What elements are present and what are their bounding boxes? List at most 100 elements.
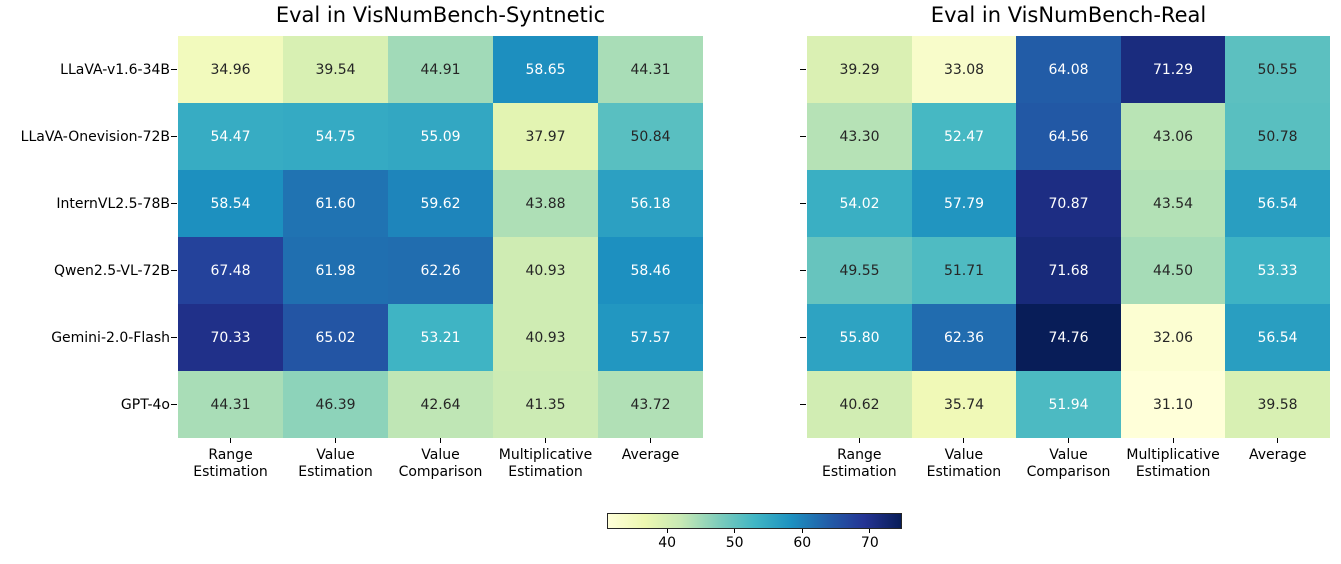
x-tick-mark [544, 438, 547, 443]
colorbar-tick-mark [869, 529, 871, 533]
colorbar-tick-label: 50 [725, 535, 744, 551]
heatmap-cell: 74.76 [1016, 304, 1121, 371]
heatmap-cell: 70.33 [178, 304, 283, 371]
col-label: Multiplicative Estimation [498, 447, 593, 480]
heatmap-cell: 62.36 [912, 304, 1016, 371]
heatmap-cell: 44.31 [178, 371, 283, 438]
heatmap-cell: 50.84 [598, 103, 703, 170]
colorbar-tick-mark [666, 529, 668, 533]
heatmap-cell: 56.54 [1225, 170, 1330, 237]
heatmap-cell: 56.18 [598, 170, 703, 237]
x-tick-mark [439, 438, 442, 443]
heatmap-cell: 57.57 [598, 304, 703, 371]
y-tick-mark [800, 336, 806, 339]
y-tick-mark [171, 202, 177, 205]
col-label: Range Estimation [193, 447, 268, 480]
heatmap-cell: 49.55 [807, 237, 912, 304]
heatmap-cell: 53.21 [388, 304, 493, 371]
y-tick-mark [800, 269, 806, 272]
heatmap-cell: 58.54 [178, 170, 283, 237]
heatmap-cell: 41.35 [493, 371, 598, 438]
colorbar-tick-label: 40 [658, 535, 677, 551]
heatmap-cell: 43.30 [807, 103, 912, 170]
y-tick-mark [800, 135, 806, 138]
heatmap-cell: 52.47 [912, 103, 1016, 170]
heatmap-cell: 44.31 [598, 36, 703, 103]
col-label: Average [621, 447, 680, 463]
heatmap-cell: 50.78 [1225, 103, 1330, 170]
heatmap-cell: 40.93 [493, 304, 598, 371]
y-tick-mark [800, 403, 806, 406]
heatmap-cell: 62.26 [388, 237, 493, 304]
heatmap-cell: 64.08 [1016, 36, 1121, 103]
heatmap-cell: 46.39 [283, 371, 388, 438]
heatmap-cell: 56.54 [1225, 304, 1330, 371]
heatmap-cell: 59.62 [388, 170, 493, 237]
col-label: Value Estimation [926, 447, 1002, 480]
row-label: Gemini-2.0-Flash [51, 329, 170, 346]
heatmap-cell: 43.88 [493, 170, 598, 237]
y-tick-mark [800, 68, 806, 71]
heatmap-cell: 42.64 [388, 371, 493, 438]
heatmap-cell: 70.87 [1016, 170, 1121, 237]
heatmap-cell: 44.50 [1121, 237, 1225, 304]
y-tick-mark [171, 403, 177, 406]
y-tick-mark [171, 336, 177, 339]
panel-title-synthetic: Eval in VisNumBench-Syntnetic [275, 3, 606, 27]
heatmap-cell: 34.96 [178, 36, 283, 103]
colorbar-tick-mark [801, 529, 803, 533]
colorbar-tick-label: 60 [793, 535, 812, 551]
heatmap-cell: 58.46 [598, 237, 703, 304]
heatmap-cell: 64.56 [1016, 103, 1121, 170]
x-tick-mark [1277, 438, 1279, 443]
heatmap-cell: 54.02 [807, 170, 912, 237]
y-tick-mark [171, 68, 177, 71]
y-tick-mark [800, 202, 806, 205]
heatmap-cell: 55.09 [388, 103, 493, 170]
heatmap-cell: 50.55 [1225, 36, 1330, 103]
heatmap-cell: 31.10 [1121, 371, 1225, 438]
x-tick-mark [229, 438, 232, 443]
panel-title-real: Eval in VisNumBench-Real [930, 3, 1207, 27]
heatmap-cell: 61.98 [283, 237, 388, 304]
row-label: LLaVA-Onevision-72B [20, 128, 170, 145]
col-label: Value Comparison [1026, 447, 1111, 480]
heatmap-cell: 32.06 [1121, 304, 1225, 371]
heatmap-cell: 61.60 [283, 170, 388, 237]
heatmap-cell: 39.58 [1225, 371, 1330, 438]
heatmap-cell: 33.08 [912, 36, 1016, 103]
x-tick-mark [649, 438, 652, 443]
colorbar-tick-label: 70 [860, 535, 879, 551]
heatmap-cell: 55.80 [807, 304, 912, 371]
heatmap-cell: 39.29 [807, 36, 912, 103]
y-tick-mark [171, 269, 177, 272]
heatmap-cell: 43.72 [598, 371, 703, 438]
row-label: Qwen2.5-VL-72B [53, 262, 170, 279]
heatmap-cell: 44.91 [388, 36, 493, 103]
row-label: LLaVA-v1.6-34B [60, 61, 170, 78]
heatmap-cell: 65.02 [283, 304, 388, 371]
heatmap-cell: 37.97 [493, 103, 598, 170]
x-tick-mark [1067, 438, 1070, 443]
x-tick-mark [334, 438, 337, 443]
heatmap-cell: 54.75 [283, 103, 388, 170]
heatmap-cell: 39.54 [283, 36, 388, 103]
heatmap-cell: 67.48 [178, 237, 283, 304]
col-label: Value Estimation [298, 447, 373, 480]
y-tick-mark [171, 135, 177, 138]
heatmap-cell: 71.29 [1121, 36, 1225, 103]
heatmap-cell: 51.94 [1016, 371, 1121, 438]
col-label: Value Comparison [398, 447, 483, 480]
x-tick-mark [858, 438, 860, 443]
heatmap-cell: 57.79 [912, 170, 1016, 237]
heatmap-cell: 35.74 [912, 371, 1016, 438]
col-label: Average [1248, 447, 1307, 463]
heatmap-cell: 43.54 [1121, 170, 1225, 237]
heatmap-cell: 40.93 [493, 237, 598, 304]
heatmap-cell: 43.06 [1121, 103, 1225, 170]
row-label: InternVL2.5-78B [56, 195, 170, 212]
row-label: GPT-4o [120, 396, 170, 413]
col-label: Multiplicative Estimation [1126, 447, 1220, 480]
heatmap-cell: 40.62 [807, 371, 912, 438]
